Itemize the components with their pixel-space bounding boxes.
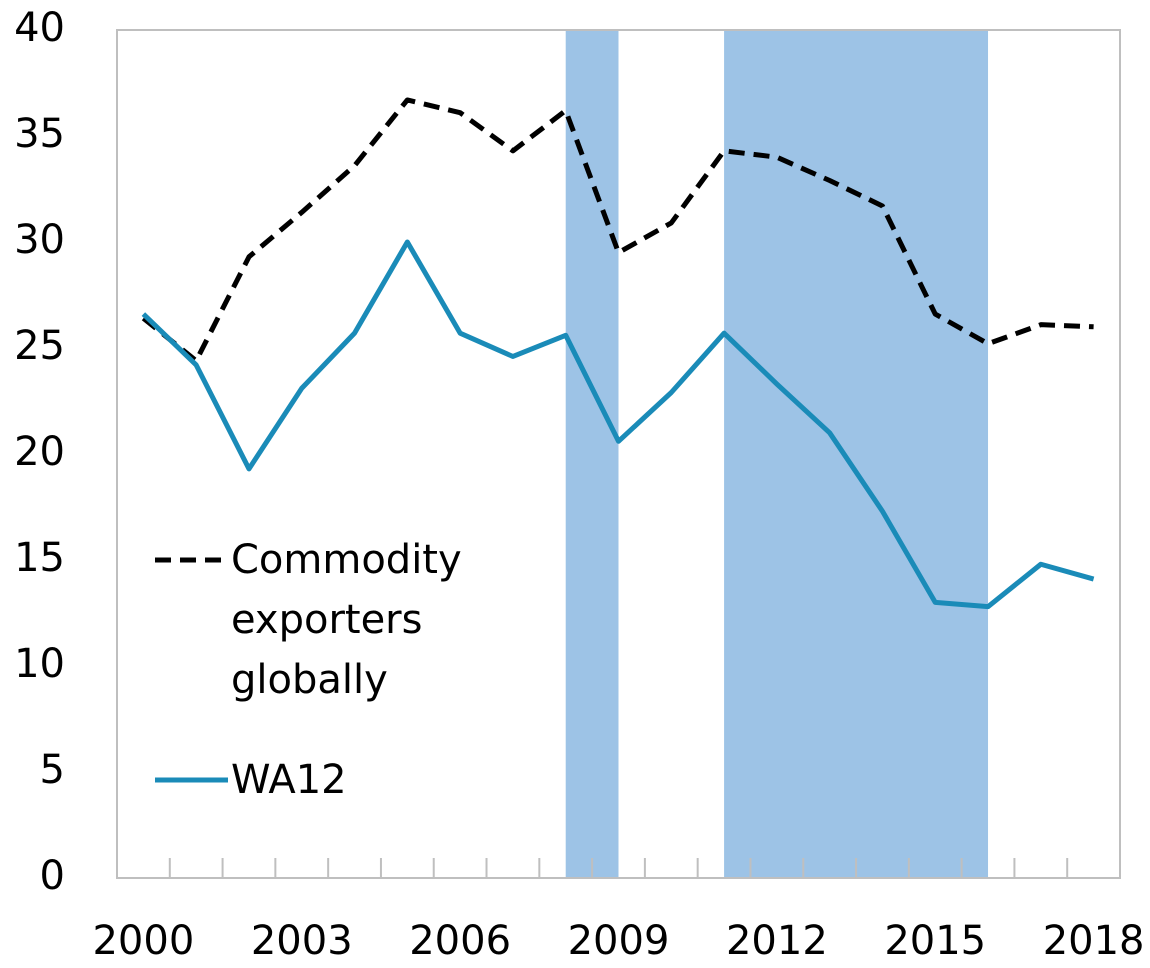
x-tick-label: 2018: [1043, 918, 1145, 964]
x-tick-label: 2012: [726, 918, 828, 964]
legend-label-box: WA12: [231, 757, 347, 803]
y-tick-label: 20: [14, 429, 65, 475]
legend-label-box: Commodity exporters globally: [231, 537, 462, 703]
y-tick-label: 5: [40, 747, 65, 793]
x-tick-label: 2003: [251, 918, 353, 964]
y-tick-label: 0: [40, 853, 65, 899]
series-line: [141, 97, 1094, 364]
y-tick-label: 35: [14, 111, 65, 157]
x-tick-label: 2009: [568, 918, 670, 964]
y-tick-label: 10: [14, 641, 65, 687]
legend-label: Commodity exporters globally: [231, 537, 462, 703]
y-tick-label: 40: [14, 5, 65, 51]
plot-frame: [116, 29, 1121, 879]
shaded-period: [724, 30, 989, 878]
legend-label: WA12: [231, 757, 347, 803]
y-tick-label: 15: [14, 535, 65, 581]
x-tick-label: 2000: [92, 918, 194, 964]
y-tick-label: 25: [14, 323, 65, 369]
x-tick-label: 2006: [409, 918, 511, 964]
shaded-period: [565, 30, 619, 878]
x-tick-label: 2015: [884, 918, 986, 964]
y-tick-label: 30: [14, 217, 65, 263]
series-line: [141, 239, 1095, 610]
